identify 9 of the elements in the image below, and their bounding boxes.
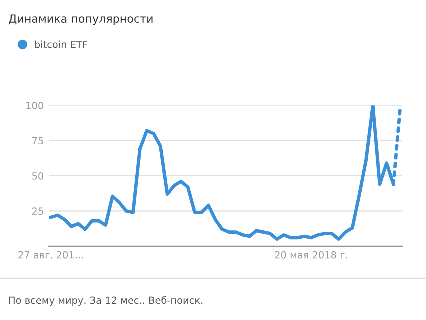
chart-title: Динамика популярности xyxy=(9,14,153,26)
y-tick-label: 75 xyxy=(32,137,44,145)
y-tick-label: 100 xyxy=(26,102,44,110)
legend-label: bitcoin ETF xyxy=(35,40,88,48)
y-tick-label: 50 xyxy=(32,172,44,180)
x-tick-label: 20 мая 2018 г. xyxy=(275,251,348,259)
text: По всему миру. За 12 мес.. Веб-поиск. xyxy=(9,296,203,306)
y-tick-label: 25 xyxy=(32,208,44,216)
x-tick-label: 27 авг. 201... xyxy=(18,251,84,259)
